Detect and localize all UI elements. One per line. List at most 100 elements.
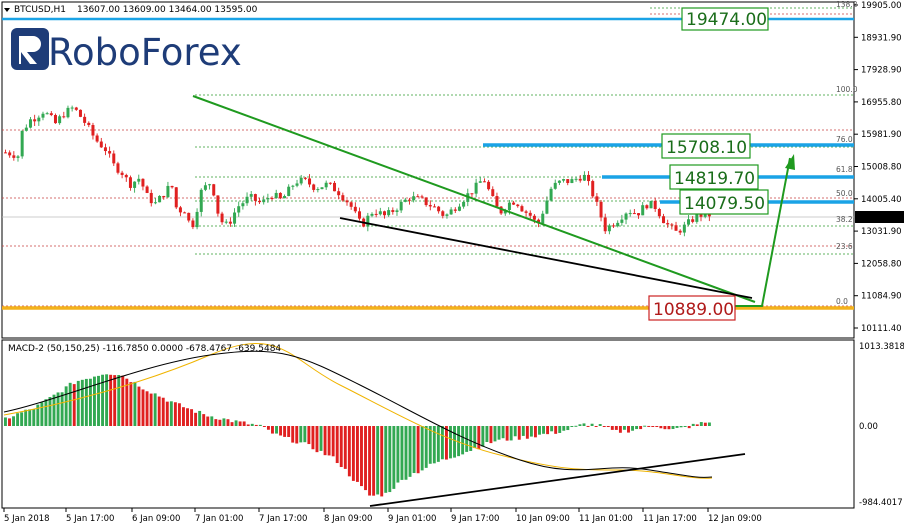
candle-body [316,189,320,191]
macd-bar [699,422,703,426]
candle-body [662,216,666,224]
candle-body [512,202,516,205]
macd-bar [234,420,238,426]
macd-bar [675,426,679,428]
candle-body [616,222,620,227]
macd-bar [481,426,485,447]
macd-bar [627,426,630,433]
macd-bar [631,426,634,431]
price-labels: 19474.00 15708.10 14819.70 14079.50 10889.00 [648,7,769,321]
macd-bar [566,426,570,431]
macd-bar [663,426,667,430]
time-tick-label: 10 Jan 09:00 [516,514,570,524]
roboforex-logo: RoboForex [11,28,242,74]
macd-bar [218,419,222,426]
macd-bar [529,426,533,437]
candle-body [645,205,649,209]
candle-body [216,195,220,214]
macd-bar [477,426,481,450]
macd-bar [44,399,48,426]
trend-lines [192,95,795,307]
macd-bar [376,426,380,495]
macd-bar [574,425,578,427]
macd-bar [671,426,675,430]
macd-bar [28,409,32,426]
candle-body [353,206,357,212]
macd-bar [444,426,448,460]
candle-body [83,116,87,123]
macd-bar [210,416,214,426]
candle-body [228,221,232,224]
macd-bar [598,424,602,426]
macd-bar [667,426,671,430]
header-arrow-icon [4,8,10,12]
macd-bar [384,426,388,493]
candle-body [241,203,245,207]
macd-bar [60,392,64,426]
candle-body [641,205,645,216]
candle-body [320,187,324,190]
macd-bar [32,409,36,426]
macd-bar [364,426,367,491]
price-tick-label: 11084.90 [861,292,902,302]
price-tick-label: 14005.40 [861,195,902,205]
candle-body [499,206,503,214]
candle-body [391,210,395,212]
macd-bar [93,376,96,426]
macd-bar [24,409,28,426]
price-label-text: 10889.00 [653,300,734,320]
macd-bar [254,424,258,426]
time-tick-label: 5 Jan 2018 [4,514,50,524]
macd-bar [533,426,537,438]
macd-bar [400,426,404,480]
time-tick-label: 11 Jan 17:00 [643,514,697,524]
candle-body [199,189,203,212]
candle-body [187,212,191,221]
price-tick-label: 12058.80 [861,259,902,269]
candle-body [695,213,699,222]
fib-label: 61.8 [836,165,853,174]
candle-body [237,206,241,213]
price-tick-label: 15008.80 [861,163,902,173]
macd-bar [68,382,72,426]
macd-bar [97,375,100,426]
candle-body [487,181,491,190]
price-label-box [648,295,736,321]
candle-body [103,147,107,152]
time-tick-label: 9 Jan 17:00 [451,514,499,524]
candle-body [495,196,499,207]
macd-bar [238,421,242,426]
macd-bar [262,426,266,427]
macd-bar [582,423,586,426]
macd-bar [550,426,554,432]
header-symbol: BTCUSD,H1 [14,5,66,15]
candle-body [212,184,216,196]
macd-bar [562,426,566,431]
candle-body [278,192,282,199]
macd-bar [8,418,11,426]
macd-bar [521,426,525,436]
macd-bar [242,421,246,426]
candle-body [95,135,99,142]
macd-bar [246,424,250,426]
candle-body [653,200,657,209]
macd-bar [347,426,351,477]
candle-body [28,119,32,128]
macd-bar [182,407,185,426]
macd-bar [525,426,529,439]
candle-body [58,116,62,124]
price-tick-label: 16955.80 [861,98,902,108]
macd-bar [105,374,109,426]
macd-bar [169,401,173,426]
macd-bar [222,418,226,426]
candle-body [541,213,545,224]
candle-body [74,107,78,110]
candle-body [437,206,441,212]
candle-body [382,211,386,216]
candle-body [620,219,624,223]
time-tick-label: 9 Jan 01:00 [388,514,436,524]
macd-bar [683,426,687,427]
macd-bar [606,426,610,428]
candle-body [482,181,486,183]
candle-body [258,200,262,203]
